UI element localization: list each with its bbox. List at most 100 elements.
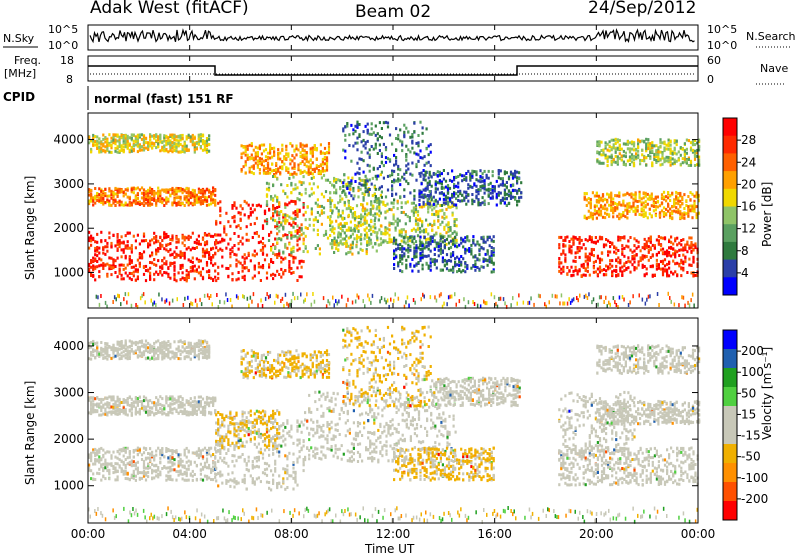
heatmap-cell — [333, 176, 336, 180]
heatmap-cell — [327, 151, 331, 155]
heatmap-cell — [173, 256, 176, 259]
heatmap-cell — [290, 216, 293, 220]
heatmap-cell — [479, 177, 482, 180]
heatmap-cell — [329, 224, 332, 228]
heatmap-cell — [282, 270, 285, 274]
heatmap-cell — [304, 234, 307, 238]
heatmap-cell — [118, 140, 121, 144]
heatmap-cell — [185, 195, 188, 199]
heatmap-cell — [400, 239, 403, 243]
heatmap-cell — [382, 142, 385, 146]
heatmap-cell — [171, 188, 174, 192]
heatmap-cell — [195, 269, 198, 273]
heatmap-cell — [348, 191, 351, 195]
heatmap-cell — [604, 141, 607, 145]
heatmap-cell — [147, 141, 150, 145]
heatmap-cell — [244, 160, 247, 164]
heatmap-cell — [662, 190, 666, 194]
heatmap-cell — [165, 232, 168, 236]
heatmap-cell — [684, 243, 687, 247]
heatmap-cell — [679, 153, 682, 157]
heatmap-cell — [433, 222, 436, 226]
heatmap-cell — [376, 205, 379, 209]
heatmap-cell — [472, 241, 475, 245]
heatmap-cell — [205, 242, 209, 246]
heatmap-cell — [265, 187, 269, 191]
heatmap-cell — [439, 204, 442, 207]
heatmap-cell — [609, 245, 612, 249]
heatmap-cell — [191, 256, 194, 260]
heatmap-cell — [576, 237, 579, 241]
heatmap-cell — [110, 273, 113, 277]
heatmap-cell — [347, 206, 350, 210]
heatmap-cell — [249, 222, 252, 226]
heatmap-cell — [210, 256, 213, 260]
heatmap-cell — [94, 194, 97, 198]
heatmap-cell — [604, 207, 607, 211]
heatmap-cell — [426, 202, 429, 206]
heatmap-cell — [263, 212, 267, 216]
heatmap-cell — [663, 149, 666, 152]
heatmap-cell — [384, 228, 387, 232]
heatmap-cell — [419, 251, 422, 255]
heatmap-cell — [149, 254, 152, 258]
heatmap-cell — [272, 197, 275, 201]
heatmap-cell — [697, 211, 700, 215]
heatmap-cell — [118, 203, 121, 207]
heatmap-cell — [375, 177, 378, 181]
heatmap-cell — [376, 212, 379, 216]
heatmap-cell — [322, 233, 326, 237]
heatmap-cell — [614, 146, 617, 150]
heatmap-cell — [421, 193, 424, 197]
heatmap-cell — [183, 244, 186, 247]
heatmap-cell — [421, 255, 424, 259]
heatmap-cell — [98, 193, 101, 197]
heatmap-cell — [253, 264, 256, 268]
heatmap-cell — [173, 196, 176, 200]
heatmap-cell — [301, 156, 304, 160]
heatmap-cell — [648, 207, 651, 211]
heatmap-cell — [153, 191, 156, 195]
heatmap-cell — [253, 254, 256, 258]
heatmap-cell — [142, 239, 146, 243]
heatmap-cell — [681, 215, 684, 218]
beam-title: Beam 02 — [355, 2, 431, 22]
heatmap-cell — [169, 139, 172, 143]
heatmap-cell — [358, 123, 361, 126]
heatmap-cell — [122, 194, 125, 198]
heatmap-cell — [562, 243, 565, 247]
freq-trace — [88, 65, 698, 76]
heatmap-cell — [439, 252, 442, 256]
heatmap-cell — [214, 200, 217, 204]
heatmap-cell — [673, 146, 676, 150]
heatmap-cell — [309, 151, 312, 155]
heatmap-cell — [104, 239, 107, 243]
heatmap-cell — [163, 139, 166, 143]
heatmap-cell — [674, 262, 677, 266]
heatmap-cell — [461, 174, 464, 178]
heatmap-cell — [264, 159, 268, 162]
heatmap-cell — [594, 236, 597, 239]
heatmap-cell — [637, 145, 640, 149]
heatmap-cell — [147, 269, 150, 273]
heatmap-cell — [570, 251, 573, 255]
heatmap-cell — [364, 190, 367, 194]
heatmap-cell — [516, 189, 519, 193]
heatmap-cell — [284, 256, 287, 260]
heatmap-cell — [379, 243, 382, 247]
heatmap-cell — [255, 204, 258, 208]
heatmap-cell — [370, 122, 373, 126]
heatmap-cell — [397, 247, 400, 250]
heatmap-cell — [471, 169, 474, 173]
heatmap-cell — [253, 231, 256, 235]
heatmap-cell — [318, 247, 321, 251]
heatmap-cell — [102, 246, 105, 250]
heatmap-cell — [163, 236, 166, 240]
heatmap-cell — [685, 199, 688, 203]
heatmap-cell — [177, 238, 180, 242]
heatmap-cell — [167, 139, 170, 143]
heatmap-cell — [617, 249, 620, 252]
heatmap-cell — [416, 227, 420, 231]
heatmap-cell — [314, 218, 317, 222]
heatmap-cell — [457, 199, 460, 202]
